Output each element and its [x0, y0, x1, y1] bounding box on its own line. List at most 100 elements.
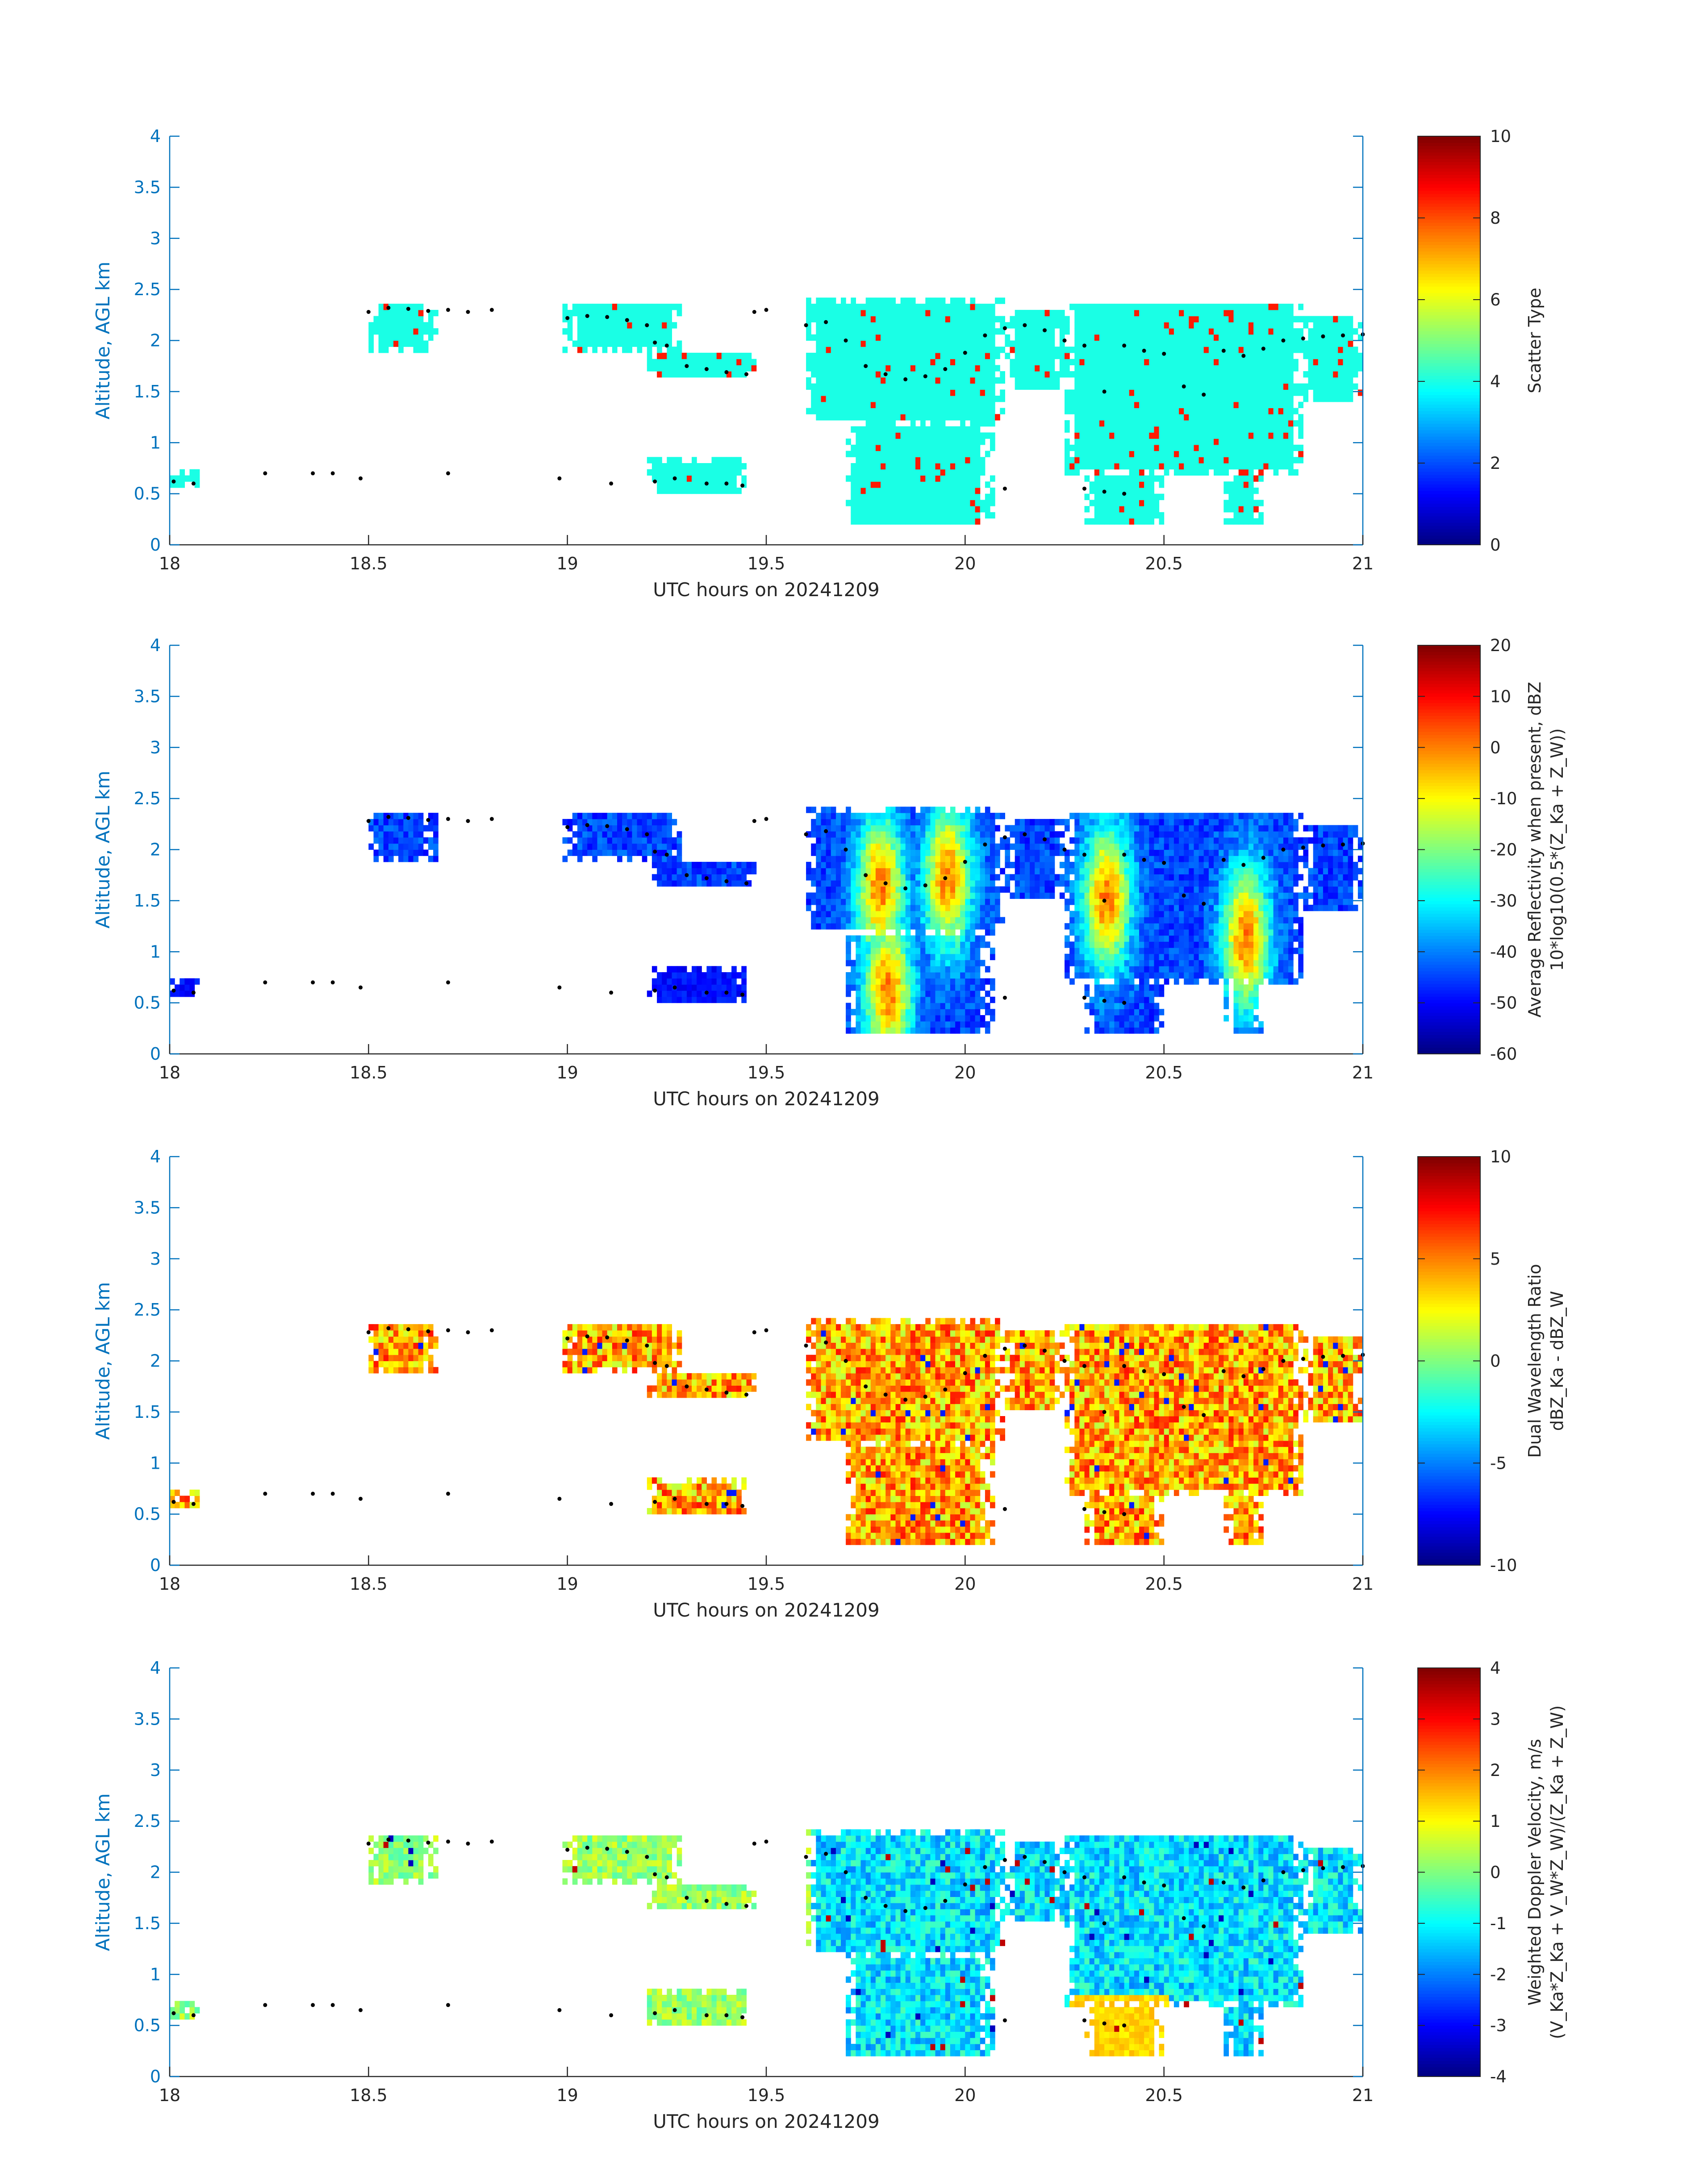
heatmap-cell: [1214, 408, 1219, 414]
heatmap-cell: [1293, 457, 1299, 463]
heatmap-cell: [930, 972, 935, 978]
heatmap-cell: [1258, 476, 1264, 482]
heatmap-cell: [1244, 481, 1249, 488]
heatmap-cell: [920, 831, 926, 837]
heatmap-cell: [876, 893, 881, 899]
heatmap-cell: [1199, 353, 1204, 359]
heatmap-cell: [885, 898, 891, 905]
heatmap-cell: [925, 862, 931, 868]
heatmap-cell: [915, 359, 921, 365]
heatmap-cell: [1090, 389, 1095, 396]
heatmap-cell: [935, 966, 941, 972]
heatmap-cell: [856, 893, 861, 899]
heatmap-cell: [1174, 377, 1179, 384]
heatmap-cell: [935, 1028, 941, 1034]
heatmap-cell: [731, 463, 737, 469]
colorbar-segment: [1418, 296, 1480, 299]
heatmap-cell: [896, 432, 901, 439]
heatmap-cell: [717, 476, 722, 482]
heatmap-cell: [1194, 347, 1199, 353]
heatmap-cell: [1134, 402, 1140, 408]
heatmap-cell: [1164, 328, 1169, 334]
heatmap-cell: [706, 359, 712, 365]
heatmap-cell: [1129, 494, 1135, 500]
heatmap-cell: [980, 316, 986, 322]
heatmap-cell: [1010, 341, 1015, 347]
heatmap-cell: [910, 500, 916, 506]
heatmap-cell: [925, 512, 931, 518]
heatmap-cell: [960, 322, 965, 328]
heatmap-cell: [582, 850, 588, 856]
heatmap-cell: [1204, 439, 1209, 445]
colorbar-segment: [1418, 181, 1480, 184]
heatmap-cell: [920, 341, 926, 347]
heatmap-cell: [1209, 451, 1214, 457]
heatmap-cell: [1094, 408, 1100, 414]
heatmap-cell: [871, 341, 876, 347]
heatmap-cell: [816, 856, 821, 862]
heatmap-cell: [915, 984, 921, 990]
heatmap-cell: [1104, 322, 1110, 328]
heatmap-cell: [1293, 328, 1299, 334]
heatmap-cell: [1065, 426, 1070, 433]
heatmap-cell: [915, 518, 921, 525]
heatmap-cell: [950, 439, 956, 445]
y-tick-label: 1.5: [134, 382, 161, 401]
heatmap-cell: [1224, 518, 1229, 525]
heatmap-cell: [1174, 353, 1179, 359]
heatmap-cell: [955, 389, 960, 396]
heatmap-cell: [731, 488, 737, 494]
heatmap-cell: [1129, 451, 1135, 457]
heatmap-cell: [960, 377, 965, 384]
heatmap-cell: [851, 923, 856, 929]
heatmap-cell: [1159, 476, 1165, 482]
heatmap-cell: [975, 488, 981, 494]
heatmap-cell: [940, 978, 946, 985]
heatmap-cell: [925, 948, 931, 954]
heatmap-cell: [1253, 420, 1259, 426]
colorbar-segment: [1418, 152, 1480, 156]
heatmap-cell: [1045, 310, 1050, 316]
heatmap-cell: [1274, 365, 1279, 371]
colorbar-segment: [1418, 389, 1480, 392]
heatmap-cell: [592, 825, 597, 832]
heatmap-cell: [1174, 414, 1179, 420]
heatmap-cell: [1234, 377, 1239, 384]
heatmap-cell: [881, 856, 886, 862]
heatmap-cell: [1104, 304, 1110, 310]
heatmap-cell: [413, 856, 419, 862]
heatmap-cell: [1228, 377, 1234, 384]
heatmap-cell: [647, 825, 652, 832]
heatmap-cell: [1288, 334, 1294, 341]
colorbar-segment: [1418, 392, 1480, 395]
heatmap-cell: [866, 389, 871, 396]
heatmap-cell: [1249, 445, 1254, 451]
heatmap-cell: [1124, 316, 1130, 322]
heatmap-cell: [861, 813, 866, 819]
heatmap-cell: [1209, 353, 1214, 359]
heatmap-cell: [1079, 310, 1085, 316]
heatmap-cell: [1109, 365, 1115, 371]
heatmap-cell: [1109, 408, 1115, 414]
heatmap-cell: [717, 972, 722, 978]
heatmap-cell: [871, 353, 876, 359]
heatmap-cell: [885, 966, 891, 972]
heatmap-cell: [851, 512, 856, 518]
heatmap-cell: [906, 850, 911, 856]
heatmap-cell: [955, 359, 960, 365]
heatmap-cell: [667, 874, 672, 880]
heatmap-cell: [1303, 316, 1308, 322]
heatmap-cell: [881, 420, 886, 426]
heatmap-cell: [722, 997, 727, 1003]
heatmap-cell: [890, 997, 896, 1003]
heatmap-cell: [662, 463, 667, 469]
heatmap-cell: [1253, 353, 1259, 359]
heatmap-cell: [930, 813, 935, 819]
heatmap-cell: [871, 463, 876, 469]
heatmap-cell: [1159, 365, 1165, 371]
heatmap-cell: [1199, 402, 1204, 408]
heatmap-cell: [612, 825, 618, 832]
heatmap-cell: [960, 414, 965, 420]
heatmap-cell: [945, 457, 951, 463]
heatmap-cell: [1323, 371, 1328, 377]
